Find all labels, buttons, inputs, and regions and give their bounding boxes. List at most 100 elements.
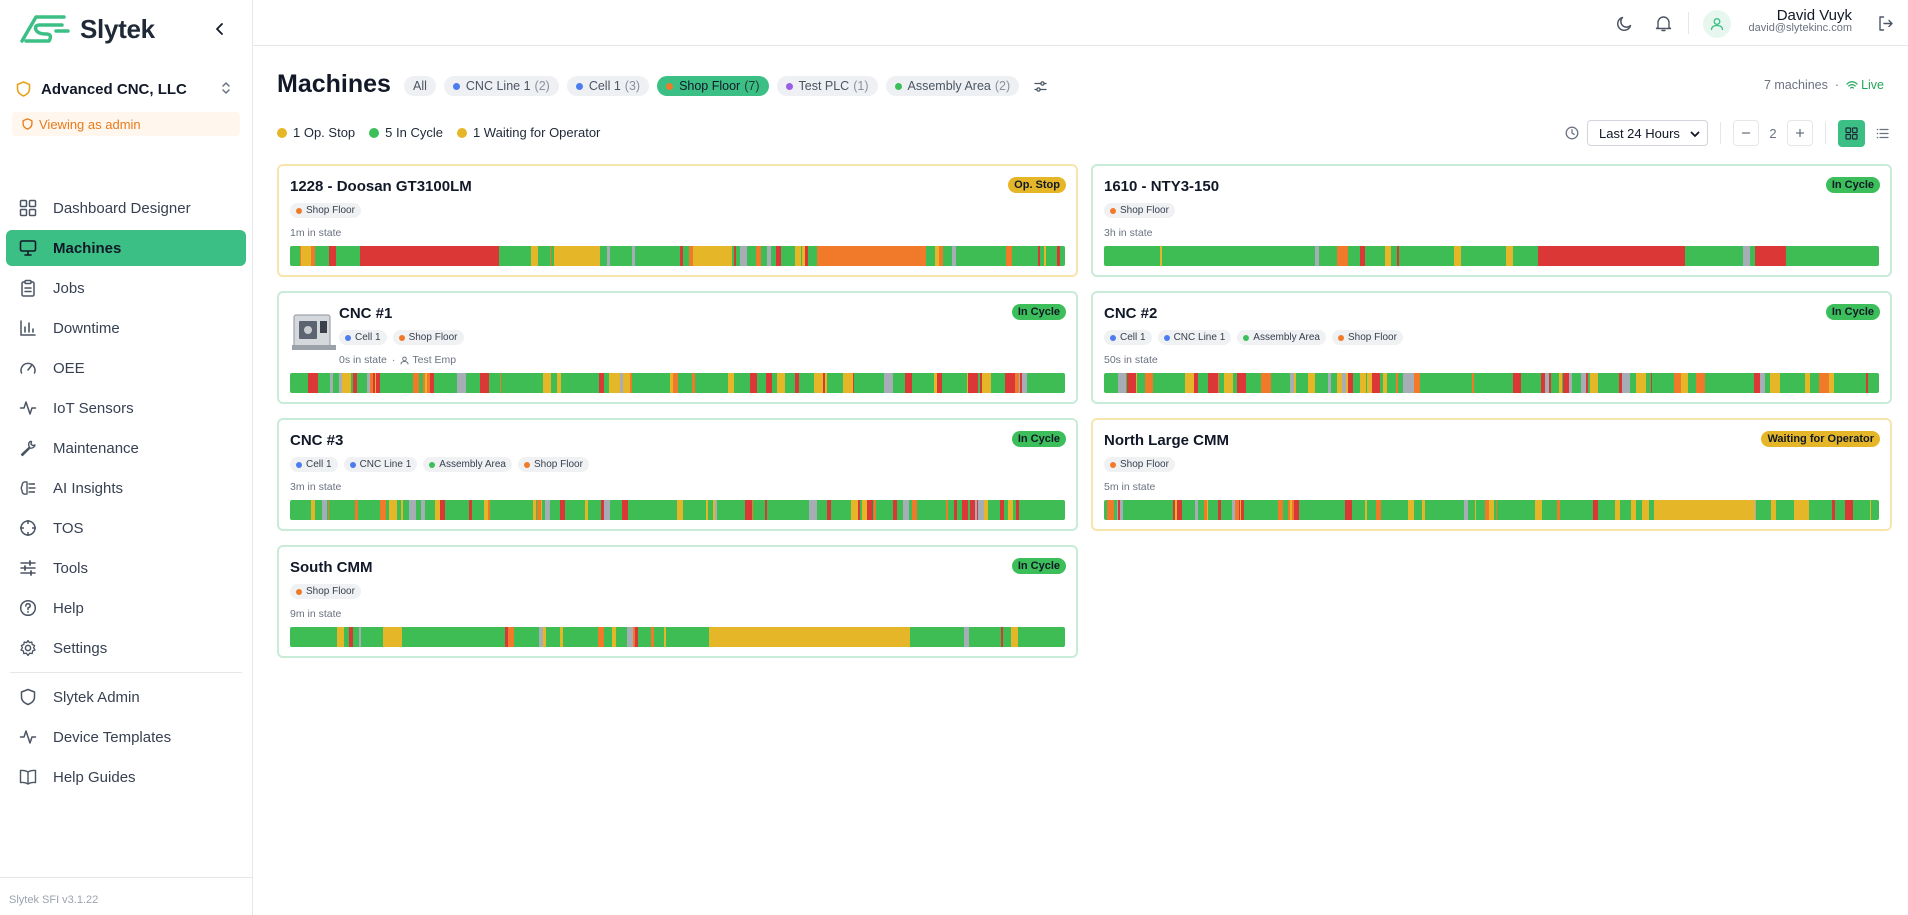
nav-item-jobs[interactable]: Jobs: [6, 270, 246, 306]
increase-columns-button[interactable]: [1787, 120, 1813, 146]
status-summary-item: 1 Op. Stop: [277, 125, 355, 140]
timeline-segment: [802, 246, 807, 266]
nav-item-maintenance[interactable]: Maintenance: [6, 430, 246, 466]
timeline-segment: [532, 500, 537, 520]
timeline-segment: [348, 627, 353, 647]
filter-chip-all[interactable]: All: [404, 76, 436, 96]
timeline-segment: [1556, 500, 1561, 520]
filter-chip-test-plc[interactable]: Test PLC (1): [776, 76, 878, 96]
org-name: Advanced CNC, LLC: [41, 80, 187, 98]
book-icon: [19, 769, 37, 785]
nav-item-device-templates[interactable]: Device Templates: [6, 719, 246, 755]
timeline-segment: [1203, 500, 1207, 520]
nav-item-settings[interactable]: Settings: [6, 630, 246, 666]
timeline-segment: [1295, 500, 1299, 520]
state-timeline[interactable]: [290, 500, 1065, 520]
timeline-segment: [604, 500, 610, 520]
nav-item-downtime[interactable]: Downtime: [6, 310, 246, 346]
timeline-segment: [369, 373, 378, 393]
nav-item-slytek-admin[interactable]: Slytek Admin: [6, 679, 246, 715]
timeline-segment: [663, 627, 667, 647]
state-timeline[interactable]: [1104, 246, 1879, 266]
shield-icon: [22, 118, 33, 130]
group-color-dot: [296, 461, 302, 468]
timeline-segment: [1421, 500, 1426, 520]
logout-button[interactable]: [1874, 12, 1896, 34]
group-tag-label: Shop Floor: [533, 459, 583, 470]
nav-item-iot-sensors[interactable]: IoT Sensors: [6, 390, 246, 426]
state-timeline[interactable]: [1104, 500, 1879, 520]
timeline-segment: [537, 500, 541, 520]
user-avatar[interactable]: [1703, 10, 1731, 38]
org-selector[interactable]: Advanced CNC, LLC: [12, 70, 240, 108]
wrench-icon: [20, 440, 36, 457]
machine-card[interactable]: North Large CMM Waiting for Operator Sho…: [1091, 418, 1892, 531]
timeline-segment: [606, 246, 610, 266]
manage-groups-button[interactable]: [1031, 77, 1049, 95]
timeline-segment: [1453, 246, 1461, 266]
machine-card[interactable]: CNC #2 In Cycle Cell 1 CNC Line 1 Assemb…: [1091, 291, 1892, 404]
timeline-segment: [301, 246, 308, 266]
machine-card[interactable]: 1610 - NTY3-150 In Cycle Shop Floor 3h i…: [1091, 164, 1892, 277]
group-color-dot: [398, 334, 405, 341]
filter-chip-assembly-area[interactable]: Assembly Area (2): [885, 76, 1020, 96]
timeline-segment: [609, 373, 620, 393]
nav-item-machines[interactable]: Machines: [6, 230, 246, 266]
machine-card[interactable]: CNC #3 In Cycle Cell 1 CNC Line 1 Assemb…: [277, 418, 1078, 531]
notifications-button[interactable]: [1652, 12, 1674, 34]
nav-item-tools[interactable]: Tools: [6, 550, 246, 586]
page-title: Machines: [277, 70, 391, 98]
timeline-segment: [691, 373, 696, 393]
timeline-segment: [712, 500, 717, 520]
nav-item-help[interactable]: Help: [6, 590, 246, 626]
timeline-segment: [1536, 500, 1543, 520]
timeline-segment: [559, 627, 564, 647]
list-view-button[interactable]: [1869, 120, 1896, 147]
timeline-segment: [1345, 500, 1352, 520]
status-summary-label: 1 Op. Stop: [293, 125, 356, 140]
group-color-dot: [345, 334, 351, 341]
view-controls: Last 24 Hours 2: [1563, 119, 1896, 147]
nav-item-ai-insights[interactable]: AI Insights: [6, 470, 246, 506]
timeline-segment: [1056, 246, 1060, 266]
machine-card[interactable]: 1228 - Doosan GT3100LM Op. Stop Shop Flo…: [277, 164, 1078, 277]
state-timeline[interactable]: [290, 373, 1065, 393]
decrease-columns-button[interactable]: [1733, 120, 1759, 146]
admin-indicator: Viewing as admin: [12, 112, 240, 136]
timeline-segment: [1760, 373, 1766, 393]
group-tag: Shop Floor: [1331, 330, 1403, 345]
nav-item-dashboard-designer[interactable]: Dashboard Designer: [6, 190, 246, 226]
timeline-segment: [1236, 373, 1246, 393]
machine-card[interactable]: CNC #1 In Cycle Cell 1 Shop Floor 0s in …: [277, 291, 1078, 404]
grid-view-button[interactable]: [1838, 119, 1865, 147]
filter-chip-cnc-line-1[interactable]: CNC Line 1 (2): [443, 76, 559, 96]
filter-count: (2): [534, 79, 550, 93]
state-timeline[interactable]: [1104, 373, 1879, 393]
time-range-select[interactable]: Last 24 Hours: [1587, 120, 1708, 146]
nav-label: Slytek Admin: [53, 688, 140, 706]
filter-chip-shop-floor[interactable]: Shop Floor (7): [657, 76, 769, 96]
group-tag-label: Shop Floor: [1347, 332, 1397, 343]
timeline-segment: [1328, 373, 1332, 393]
timeline-segment: [556, 373, 561, 393]
timeline-segment: [1376, 500, 1382, 520]
machine-card[interactable]: South CMM In Cycle Shop Floor 9m in stat…: [277, 545, 1078, 658]
state-timeline[interactable]: [290, 246, 1065, 266]
nav-item-help-guides[interactable]: Help Guides: [6, 759, 246, 795]
timeline-segment: [1000, 500, 1004, 520]
filter-chip-cell-1[interactable]: Cell 1 (3): [566, 76, 650, 96]
nav-item-oee[interactable]: OEE: [6, 350, 246, 386]
timeline-segment: [1410, 373, 1421, 393]
timeline-segment: [765, 500, 768, 520]
theme-toggle-button[interactable]: [1613, 12, 1635, 34]
timeline-segment: [1630, 500, 1636, 520]
timeline-segment: [1622, 373, 1630, 393]
state-timeline[interactable]: [290, 627, 1065, 647]
group-tag-label: Cell 1: [355, 332, 381, 343]
timeline-segment: [972, 500, 979, 520]
collapse-sidebar-button[interactable]: [210, 19, 230, 39]
nav-item-tos[interactable]: TOS: [6, 510, 246, 546]
timeline-segment: [961, 500, 968, 520]
slytek-logo-icon: [20, 15, 70, 43]
brand[interactable]: Slytek: [0, 0, 252, 58]
